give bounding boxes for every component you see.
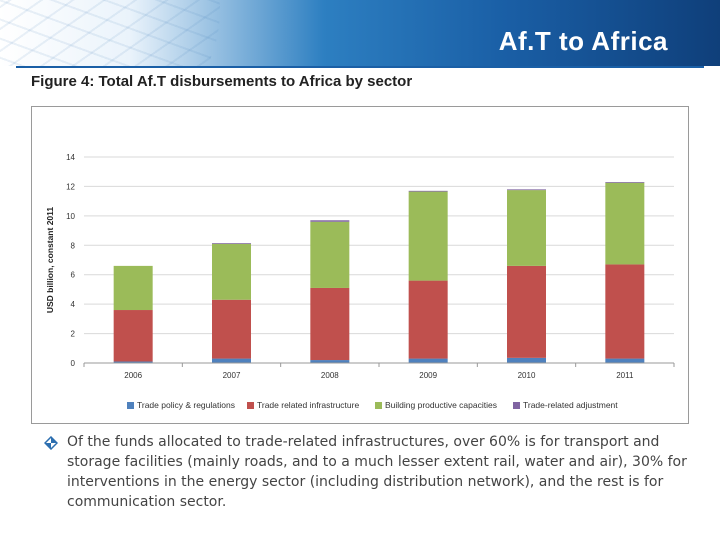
x-tick-label: 2010 <box>518 371 536 380</box>
legend-swatch <box>375 402 382 409</box>
header-rule <box>16 66 704 68</box>
x-tick-label: 2006 <box>124 371 142 380</box>
bar-segment <box>408 190 448 192</box>
bar-segment <box>507 265 546 358</box>
axes: 0 2 4 6 8 10 12 14 USD billion, constant 2011 200… <box>45 153 675 380</box>
x-tick-label: 2011 <box>616 371 634 380</box>
bar-segment <box>605 182 645 183</box>
bar-segment <box>310 220 350 222</box>
y-tick-label: 6 <box>71 271 76 280</box>
legend: Trade policy & regulations Trade related … <box>127 400 618 410</box>
legend-label: Building productive capacities <box>385 400 497 410</box>
bar-segment <box>113 361 153 363</box>
bars <box>113 182 645 363</box>
bar-segment <box>310 287 350 361</box>
header-banner: Af.T to Africa <box>0 0 720 66</box>
bar-segment <box>408 358 448 363</box>
legend-swatch <box>247 402 254 409</box>
bar-segment <box>212 358 251 363</box>
x-tick-label: 2008 <box>321 371 339 380</box>
bar-segment <box>113 265 153 311</box>
y-tick-label: 2 <box>71 330 76 339</box>
y-tick-label: 4 <box>71 300 76 309</box>
bar-segment <box>310 360 350 363</box>
bar-segment <box>507 189 546 191</box>
bar-segment <box>113 310 153 362</box>
legend-label: Trade-related adjustment <box>523 400 618 410</box>
y-axis-title: USD billion, constant 2011 <box>45 207 55 314</box>
bar-segment <box>408 191 448 281</box>
bar-segment <box>310 221 350 288</box>
y-tick-label: 10 <box>66 212 75 221</box>
y-tick-label: 14 <box>66 153 75 162</box>
y-tick-label: 8 <box>71 241 76 250</box>
diamond-bullet-icon <box>44 436 58 450</box>
chart-frame: 0 2 4 6 8 10 12 14 USD billion, constant 2011 200… <box>31 106 689 424</box>
slide-title: Af.T to Africa <box>498 26 668 56</box>
bar-segment <box>605 264 645 359</box>
figure-title: Figure 4: Total Af.T disbursements to Af… <box>31 73 413 90</box>
bar-chart: 0 2 4 6 8 10 12 14 USD billion, constant 2011 200… <box>45 153 675 410</box>
bar-segment <box>408 280 448 359</box>
bar-segment <box>212 243 251 300</box>
bar-segment <box>212 243 251 244</box>
gridlines <box>84 156 674 364</box>
globe-graphic <box>0 0 220 66</box>
bar-segment <box>507 357 546 363</box>
legend-swatch <box>513 402 520 409</box>
bar-segment <box>605 358 645 363</box>
legend-label: Trade related infrastructure <box>257 400 359 410</box>
x-tick-label: 2009 <box>419 371 437 380</box>
x-tick-label: 2007 <box>223 371 241 380</box>
bullet-paragraph: Of the funds allocated to trade-related … <box>67 434 687 510</box>
bar-segment <box>605 182 645 265</box>
legend-label: Trade policy & regulations <box>137 400 235 410</box>
y-tick-label: 12 <box>66 182 75 191</box>
bar-segment <box>212 299 251 359</box>
bar-segment <box>507 190 546 266</box>
y-tick-label: 0 <box>71 359 76 368</box>
legend-swatch <box>127 402 134 409</box>
